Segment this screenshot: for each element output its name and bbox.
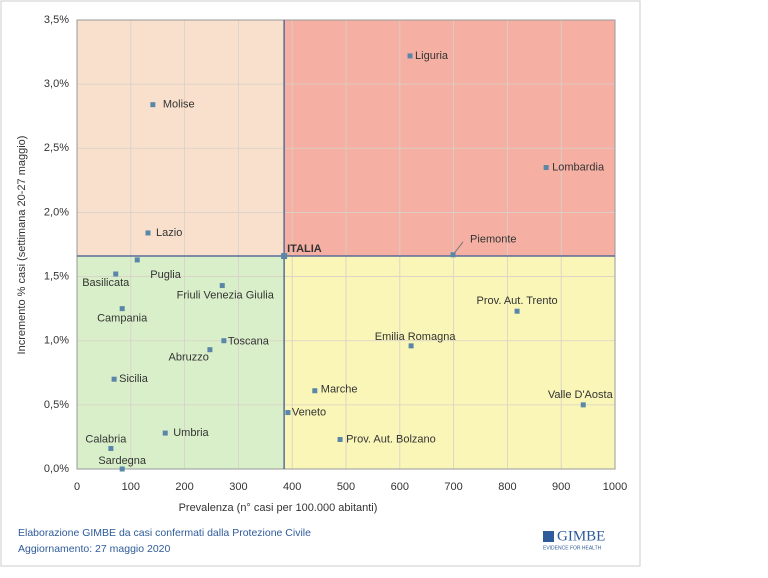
x-tick-label: 0 xyxy=(74,481,80,493)
x-tick-label: 900 xyxy=(552,481,570,493)
x-tick-label: 800 xyxy=(498,481,516,493)
point xyxy=(312,388,318,394)
point-label: Calabria xyxy=(85,433,127,445)
reference-point xyxy=(281,253,288,260)
point-label: Valle D'Aosta xyxy=(548,389,614,401)
y-tick-label: 3,5% xyxy=(44,14,69,26)
point xyxy=(145,230,151,236)
x-tick-label: 300 xyxy=(229,481,247,493)
point xyxy=(119,466,125,472)
y-axis-title: Incremento % casi (settimana 20-27 maggi… xyxy=(16,136,28,355)
point xyxy=(285,410,291,416)
x-tick-label: 200 xyxy=(175,481,193,493)
point-label: Prov. Aut. Bolzano xyxy=(346,433,436,445)
point-label: Piemonte xyxy=(470,234,516,246)
x-tick-label: 100 xyxy=(122,481,140,493)
point xyxy=(113,271,119,277)
plot-border xyxy=(76,19,616,470)
point-label: Friuli Venezia Giulia xyxy=(177,289,275,301)
y-tick-label: 1,5% xyxy=(44,270,69,282)
point-label: Liguria xyxy=(415,50,449,62)
logo-tagline: EVIDENCE FOR HEALTH xyxy=(543,545,602,551)
point-label: Lombardia xyxy=(552,161,605,173)
quadrant xyxy=(77,20,285,257)
point xyxy=(514,308,520,314)
quadrant xyxy=(284,20,615,257)
point-label: Abruzzo xyxy=(169,352,209,364)
point xyxy=(219,283,225,289)
point-label: Sicilia xyxy=(119,373,149,385)
point-label: Puglia xyxy=(150,269,181,281)
point xyxy=(580,402,586,408)
point xyxy=(543,165,549,171)
quadrant xyxy=(284,256,615,469)
x-axis-title: Prevalenza (n° casi per 100.000 abitanti… xyxy=(179,502,378,514)
point-label: Sardegna xyxy=(98,455,147,467)
point xyxy=(450,252,456,258)
y-tick-label: 1,0% xyxy=(44,335,69,347)
point xyxy=(162,430,168,436)
point xyxy=(337,436,343,442)
point xyxy=(407,53,413,59)
logo: GIMBE xyxy=(557,528,605,544)
y-tick-label: 0,5% xyxy=(44,399,69,411)
point xyxy=(119,306,125,312)
x-tick-label: 600 xyxy=(391,481,409,493)
point xyxy=(221,338,227,344)
point xyxy=(134,257,140,263)
point xyxy=(408,343,414,349)
footer-source: Elaborazione GIMBE da casi confermati da… xyxy=(18,527,311,539)
point-label: Lazio xyxy=(156,227,182,239)
logo-icon xyxy=(543,531,554,542)
point-label: Emilia Romagna xyxy=(375,331,457,343)
x-tick-label: 1000 xyxy=(603,481,627,493)
point-label: Umbria xyxy=(173,427,209,439)
x-tick-label: 500 xyxy=(337,481,355,493)
y-tick-label: 2,5% xyxy=(44,142,69,154)
point-label: Molise xyxy=(163,99,195,111)
y-tick-label: 2,0% xyxy=(44,206,69,218)
point-label: Basilicata xyxy=(82,277,130,289)
x-tick-label: 700 xyxy=(444,481,462,493)
point xyxy=(111,376,117,382)
footer-update: Aggiornamento: 27 maggio 2020 xyxy=(18,543,171,555)
quadrant xyxy=(77,256,285,469)
point-label: Prov. Aut. Trento xyxy=(477,295,558,307)
y-tick-label: 3,0% xyxy=(44,78,69,90)
point xyxy=(207,347,213,353)
point-label: Veneto xyxy=(292,406,326,418)
point-label: Toscana xyxy=(228,336,270,348)
point xyxy=(150,102,156,108)
x-tick-label: 400 xyxy=(283,481,301,493)
point xyxy=(108,445,114,451)
point-label: Campania xyxy=(97,313,148,325)
reference-label: ITALIA xyxy=(287,243,322,255)
y-tick-label: 0,0% xyxy=(44,463,69,475)
point-label: Marche xyxy=(321,384,358,396)
